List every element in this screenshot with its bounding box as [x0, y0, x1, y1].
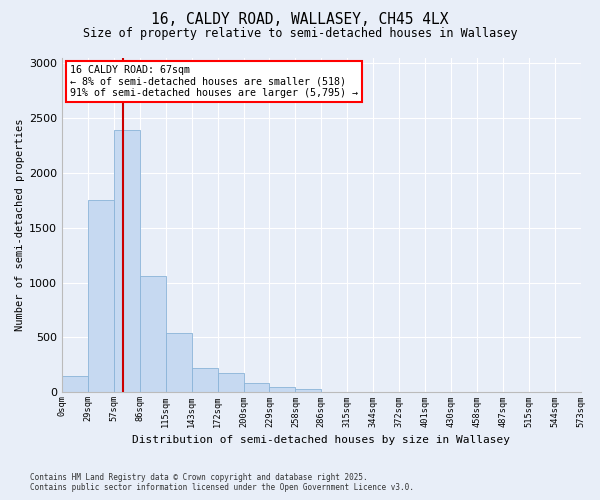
Bar — [269, 387, 295, 392]
Bar — [218, 373, 244, 392]
Y-axis label: Number of semi-detached properties: Number of semi-detached properties — [15, 118, 25, 331]
Text: 16, CALDY ROAD, WALLASEY, CH45 4LX: 16, CALDY ROAD, WALLASEY, CH45 4LX — [151, 12, 449, 28]
Text: Contains HM Land Registry data © Crown copyright and database right 2025.
Contai: Contains HM Land Registry data © Crown c… — [30, 473, 414, 492]
Bar — [244, 383, 269, 392]
Bar — [114, 130, 140, 392]
Text: Size of property relative to semi-detached houses in Wallasey: Size of property relative to semi-detach… — [83, 28, 517, 40]
Bar — [62, 376, 88, 392]
Text: 16 CALDY ROAD: 67sqm
← 8% of semi-detached houses are smaller (518)
91% of semi-: 16 CALDY ROAD: 67sqm ← 8% of semi-detach… — [70, 65, 358, 98]
Bar — [88, 200, 114, 392]
X-axis label: Distribution of semi-detached houses by size in Wallasey: Distribution of semi-detached houses by … — [133, 435, 511, 445]
Bar — [140, 276, 166, 392]
Bar — [166, 333, 192, 392]
Bar — [192, 368, 218, 392]
Bar — [295, 388, 322, 392]
